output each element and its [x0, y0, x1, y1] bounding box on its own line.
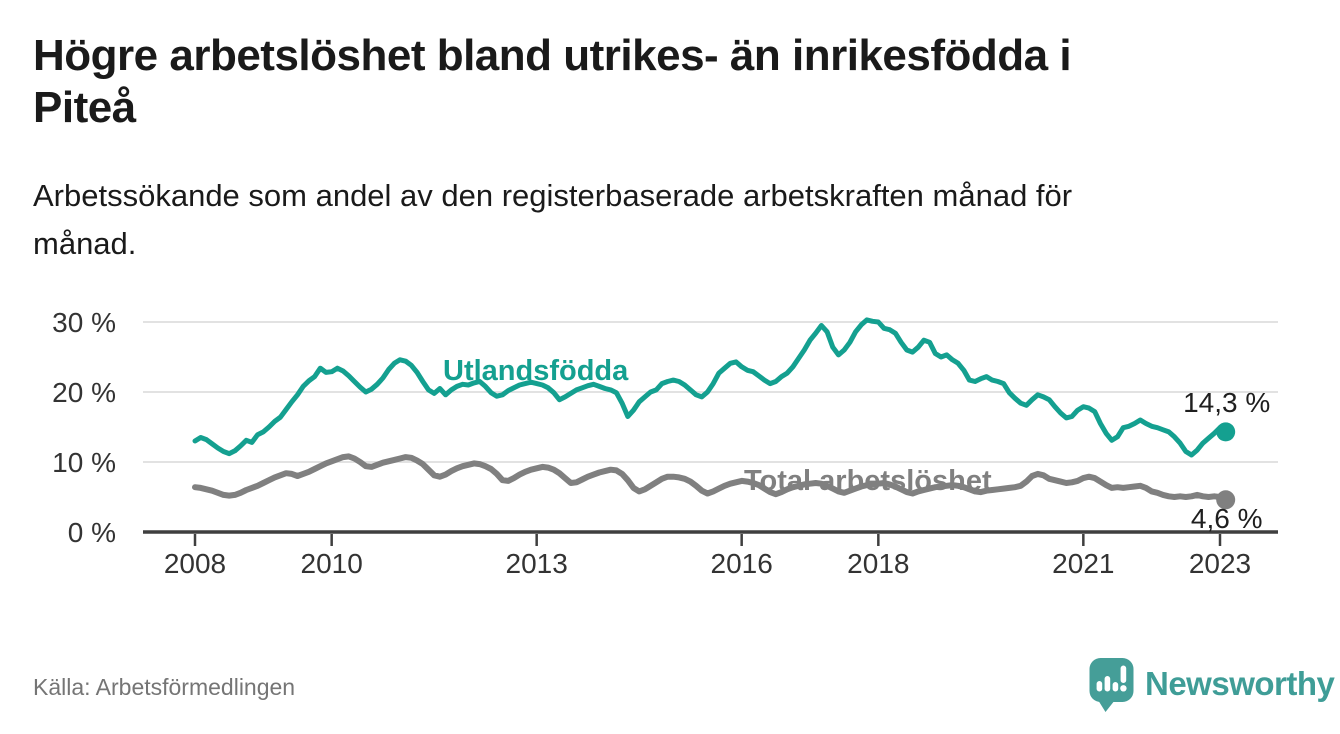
x-tick-label-2008: 2008 — [164, 548, 226, 579]
x-tick-label-2018: 2018 — [847, 548, 909, 579]
subtitle-line-1: Arbetssökande som andel av den registerb… — [33, 178, 1073, 213]
y-tick-label-30: 30 % — [52, 307, 116, 338]
subtitle-line-2: månad. — [33, 226, 137, 262]
x-tick-label-2016: 2016 — [711, 548, 773, 579]
y-tick-label-0: 0 % — [68, 517, 116, 548]
y-tick-label-20: 20 % — [52, 377, 116, 408]
end-dot-total — [1216, 490, 1236, 510]
newsworthy-logo-text: Newsworthy — [1145, 665, 1335, 702]
source-note: Källa: Arbetsförmedlingen — [33, 674, 296, 700]
x-tick-label-2021: 2021 — [1052, 548, 1114, 579]
line-utlandsfodda — [192, 317, 1229, 458]
line-chart: 0 % 10 % 20 % 30 % 2008 2010 2013 2016 2018 2021 2… — [0, 296, 1340, 586]
newsworthy-logo-icon — [1089, 658, 1134, 712]
end-dot-utlandsfodda — [1216, 422, 1236, 442]
newsworthy-logo[interactable]: Newsworthy — [1088, 655, 1335, 713]
x-tick-label-2010: 2010 — [301, 548, 363, 579]
x-tick-label-2013: 2013 — [506, 548, 568, 579]
title-line-2: Piteå — [33, 82, 136, 132]
chart-subtitle: Arbetssökande som andel av den registerb… — [33, 172, 1293, 268]
line-total — [192, 453, 1229, 503]
page-title: Högre arbetslöshet bland utrikes- än inr… — [33, 30, 1293, 134]
y-tick-label-10: 10 % — [52, 447, 116, 478]
series-label-utlandsfodda: Utlandsfödda — [443, 355, 629, 387]
x-tick-label-2023: 2023 — [1189, 548, 1251, 579]
end-value-label-utlandsfodda: 14,3 % — [1183, 387, 1270, 418]
series-label-total: Total arbetslöshet — [744, 465, 992, 497]
unemployment-chart-svg: 0 % 10 % 20 % 30 % 2008 2010 2013 2016 2018 2021 2… — [52, 307, 1278, 579]
end-value-label-total: 4,6 % — [1191, 503, 1263, 534]
title-line-1: Högre arbetslöshet bland utrikes- än inr… — [33, 31, 1072, 80]
